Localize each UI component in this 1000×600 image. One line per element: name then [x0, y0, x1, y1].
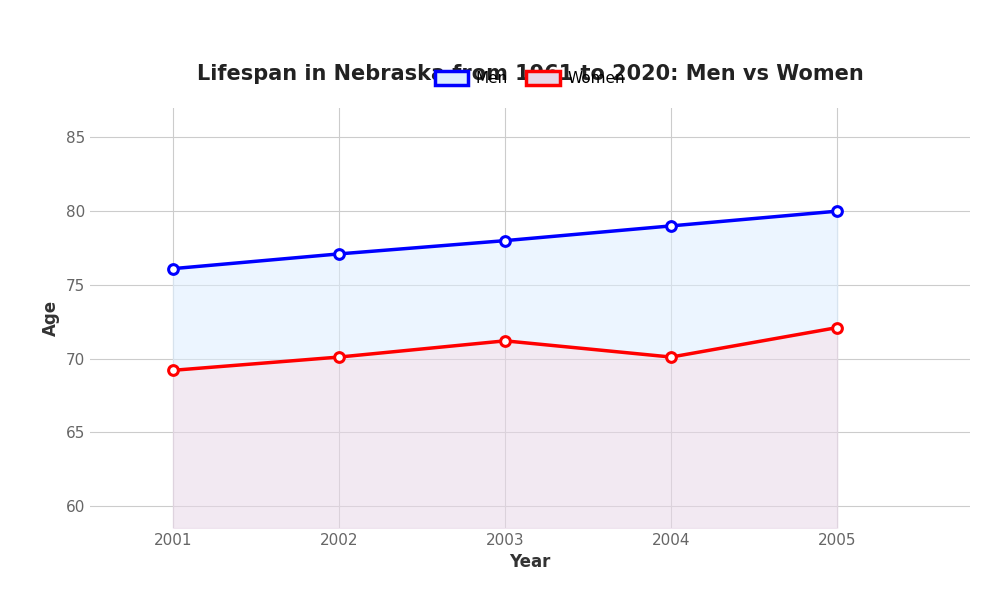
Title: Lifespan in Nebraska from 1961 to 2020: Men vs Women: Lifespan in Nebraska from 1961 to 2020: … — [197, 64, 863, 84]
Y-axis label: Age: Age — [42, 300, 60, 336]
X-axis label: Year: Year — [509, 553, 551, 571]
Legend: Men, Women: Men, Women — [429, 65, 631, 92]
